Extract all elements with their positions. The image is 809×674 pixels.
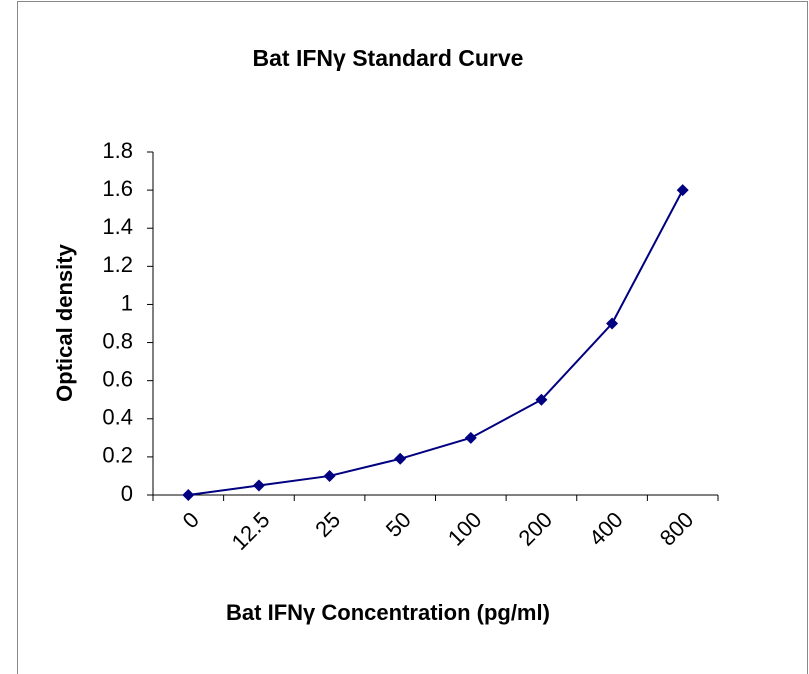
marker xyxy=(535,393,548,406)
chart-title: Bat IFNγ Standard Curve xyxy=(253,45,524,71)
marker xyxy=(252,479,265,492)
marker xyxy=(323,469,336,482)
marker xyxy=(676,184,689,197)
marker xyxy=(182,489,195,501)
line xyxy=(188,189,684,496)
y-tick-label: 0 xyxy=(121,481,133,506)
y-tick-label: 0.2 xyxy=(102,443,133,468)
marker xyxy=(394,452,407,465)
y-axis-label: Optical density xyxy=(52,243,77,401)
y-tick-label: 1.2 xyxy=(102,252,133,277)
marker xyxy=(464,431,477,444)
chart-frame xyxy=(17,1,808,674)
y-tick-label: 1.4 xyxy=(102,214,133,239)
x-axis-label: Bat IFNγ Concentration (pg/ml) xyxy=(226,600,550,625)
y-tick-label: 1.6 xyxy=(102,176,133,201)
y-tick-label: 1 xyxy=(121,290,133,315)
marker xyxy=(606,317,619,330)
y-tick-label: 0.6 xyxy=(102,366,133,391)
y-tick-label: 1.8 xyxy=(102,138,133,163)
y-tick-label: 0.4 xyxy=(102,405,133,430)
y-tick-label: 0.8 xyxy=(102,328,133,353)
